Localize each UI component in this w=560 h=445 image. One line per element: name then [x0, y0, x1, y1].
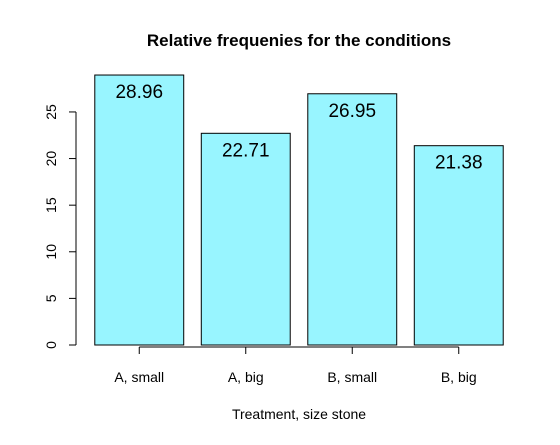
data-labels-layer: 28.96 22.71 26.95 21.38 [115, 82, 482, 174]
y-tick-label-2: 10 [43, 244, 59, 260]
x-tick-label-1: A, big [228, 369, 264, 385]
y-tick-label-0: 0 [43, 341, 59, 349]
y-tick-label-5: 25 [43, 104, 59, 120]
bars-layer [94, 74, 504, 346]
x-tick-label-3: B, big [441, 369, 477, 385]
bar-0 [94, 74, 185, 346]
y-tick-label-4: 20 [43, 151, 59, 167]
bar-3 [413, 145, 504, 346]
data-label-2: 26.95 [328, 101, 376, 122]
y-tick-label-1: 5 [43, 294, 59, 302]
bar-2 [307, 93, 398, 346]
y-tick-label-3: 15 [43, 197, 59, 213]
x-axis: A, small A, big B, small B, big [114, 346, 477, 385]
chart-title: Relative frequenies for the conditions [147, 31, 451, 50]
data-label-1: 22.71 [222, 140, 270, 161]
bar-1 [200, 132, 291, 346]
x-tick-label-2: B, small [327, 369, 377, 385]
y-axis: 0 5 10 15 20 25 [43, 104, 77, 349]
x-axis-title: Treatment, size stone [232, 406, 366, 422]
x-tick-label-0: A, small [114, 369, 164, 385]
data-label-3: 21.38 [435, 153, 483, 174]
data-label-0: 28.96 [115, 82, 163, 103]
